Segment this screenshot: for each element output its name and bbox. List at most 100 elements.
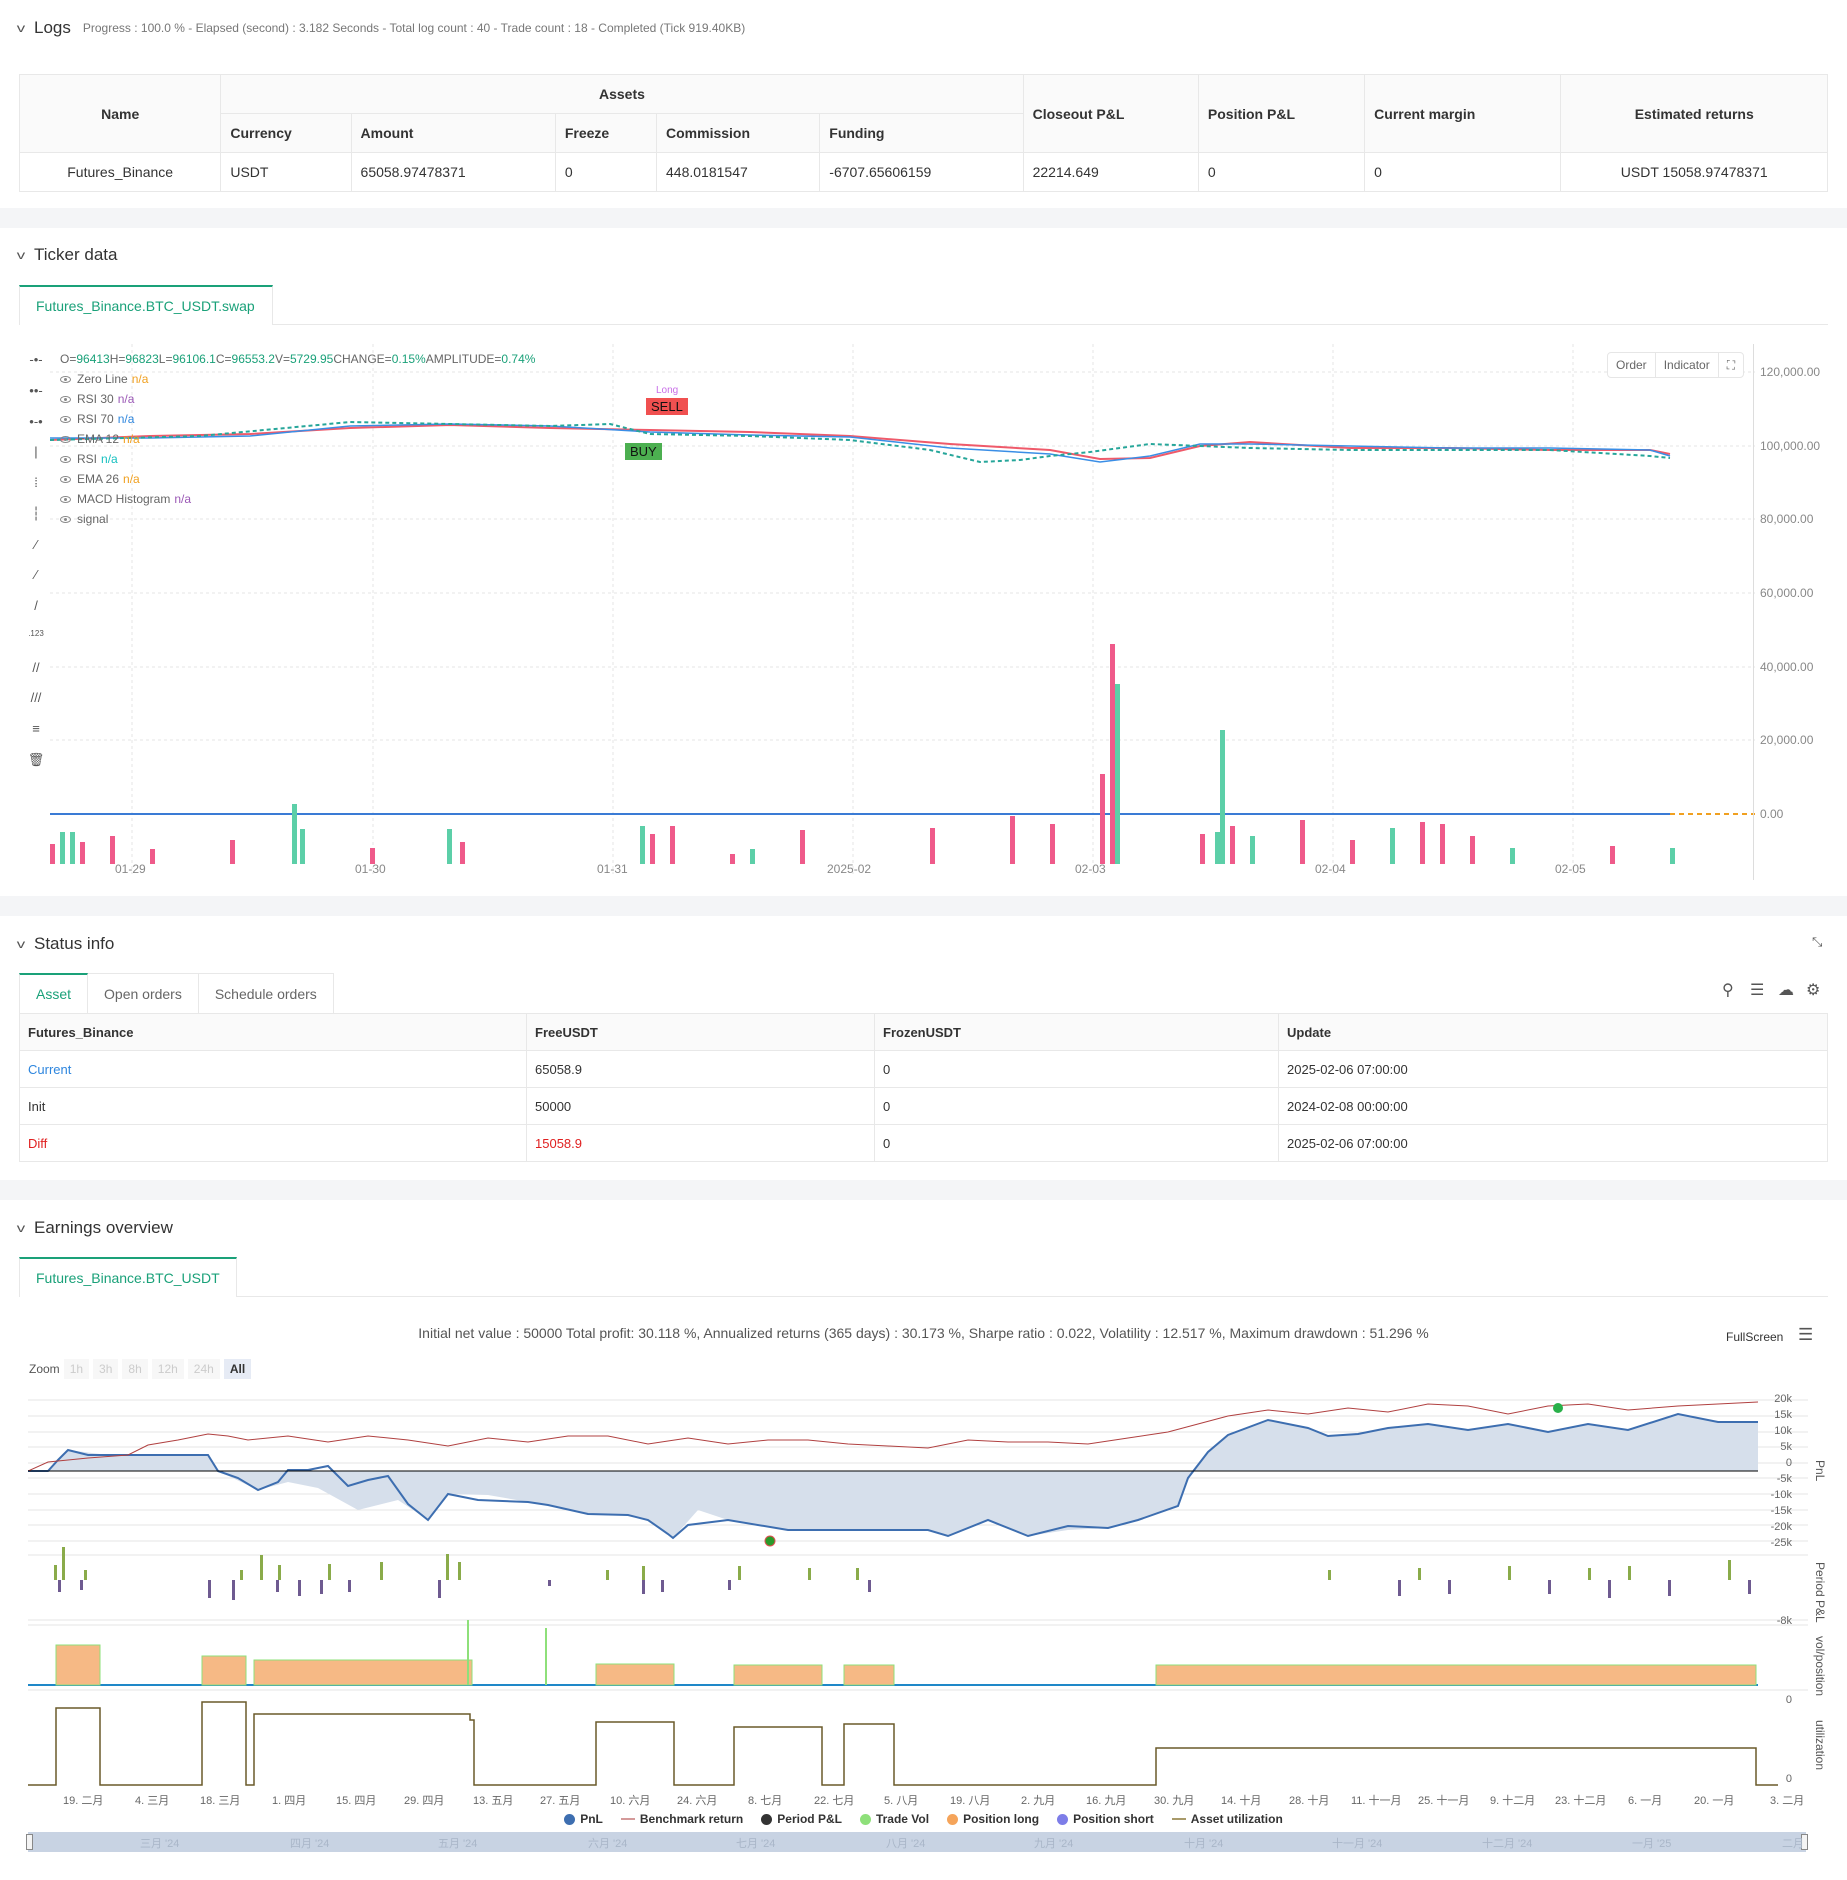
navigator-right-handle[interactable] bbox=[1801, 1834, 1808, 1850]
chevron-down-icon[interactable]: v bbox=[16, 21, 26, 35]
zoom-12h-button[interactable]: 12h bbox=[151, 1359, 184, 1379]
horizontal-ray-tool-icon[interactable]: ••- bbox=[29, 383, 43, 398]
high-label: H= bbox=[109, 352, 126, 366]
tab-earnings-symbol[interactable]: Futures_Binance.BTC_USDT bbox=[19, 1257, 237, 1297]
legend-position-short[interactable]: Position short bbox=[1057, 1812, 1154, 1826]
menu-icon[interactable]: ☰ bbox=[1750, 982, 1765, 999]
row-label-current[interactable]: Current bbox=[19, 1050, 527, 1088]
legend-ema-26[interactable]: EMA 26 n/a bbox=[60, 472, 140, 486]
candlestick-chart[interactable] bbox=[50, 344, 1760, 874]
ticker-header[interactable]: v Ticker data bbox=[16, 245, 118, 265]
tab-open-orders[interactable]: Open orders bbox=[88, 973, 199, 1013]
parallel-channel-tool-icon[interactable]: // bbox=[32, 660, 40, 675]
legend-label: RSI 30 bbox=[77, 392, 114, 406]
horizontal-line-tool-icon[interactable]: -•- bbox=[29, 352, 43, 367]
navigator-left-handle[interactable] bbox=[26, 1834, 33, 1850]
pnl-tick: -25k bbox=[1770, 1537, 1792, 1549]
legend-rsi[interactable]: RSI n/a bbox=[60, 452, 118, 466]
ray-tool-icon[interactable]: ⁄ bbox=[34, 567, 38, 582]
tab-schedule-orders[interactable]: Schedule orders bbox=[198, 973, 334, 1013]
legend-period-pnl[interactable]: Period P&L bbox=[761, 1812, 842, 1826]
cell-name: Futures_Binance bbox=[18, 152, 222, 192]
eye-icon[interactable] bbox=[60, 515, 71, 523]
table-row: Init 50000 0 2024-02-08 00:00:00 bbox=[19, 1087, 1828, 1125]
indicator-button[interactable]: Indicator bbox=[1656, 353, 1719, 377]
earnings-header[interactable]: v Earnings overview bbox=[16, 1218, 173, 1238]
dot-icon bbox=[859, 1813, 871, 1825]
legend-position-long[interactable]: Position long bbox=[947, 1812, 1039, 1826]
legend-trade-vol[interactable]: Trade Vol bbox=[859, 1812, 930, 1826]
zoom-all-button[interactable]: All bbox=[223, 1359, 252, 1379]
zoom-label: Zoom bbox=[29, 1362, 60, 1376]
legend-ema-12[interactable]: EMA 12 n/a bbox=[60, 432, 140, 446]
amplitude-label: AMPLITUDE= bbox=[425, 352, 502, 366]
hamburger-menu-icon[interactable]: ☰ bbox=[1798, 1325, 1814, 1344]
legend-asset-utilization[interactable]: Asset utilization bbox=[1171, 1812, 1283, 1826]
vertical-segment-tool-icon[interactable]: ┆ bbox=[32, 506, 40, 521]
vertical-line-tool-icon[interactable]: | bbox=[34, 444, 38, 459]
navigator-label: 十二月 '24 bbox=[1482, 1838, 1533, 1850]
horizontal-segment-tool-icon[interactable]: •-• bbox=[29, 414, 43, 429]
assets-table: Name Assets Closeout P&L Position P&L Cu… bbox=[18, 74, 1828, 192]
zoom-3h-button[interactable]: 3h bbox=[93, 1359, 119, 1379]
search-icon[interactable]: ⚲ bbox=[1722, 982, 1734, 999]
fullscreen-icon[interactable]: ⛶ bbox=[1726, 358, 1736, 372]
zoom-1h-button[interactable]: 1h bbox=[63, 1359, 90, 1379]
pitchfork-tool-icon[interactable]: /// bbox=[30, 690, 42, 705]
legend-label: EMA 26 bbox=[77, 472, 120, 486]
fib-retracement-tool-icon[interactable]: ≡ bbox=[32, 721, 40, 736]
x-tick: 28. 十月 bbox=[1289, 1795, 1330, 1807]
legend-label: Trade Vol bbox=[875, 1812, 930, 1826]
x-tick: 8. 七月 bbox=[748, 1795, 783, 1807]
legend-rsi-30[interactable]: RSI 30 n/a bbox=[60, 392, 134, 406]
row-label-init: Init bbox=[19, 1087, 527, 1125]
chevron-down-icon[interactable]: v bbox=[16, 1221, 26, 1235]
y-tick: 120,000.00 bbox=[1760, 365, 1821, 379]
ticker-panel: v Ticker data Futures_Binance.BTC_USDT.s… bbox=[0, 228, 1847, 896]
cloud-download-icon[interactable]: ☁ bbox=[1778, 982, 1794, 999]
segment-tool-icon[interactable]: / bbox=[34, 598, 38, 613]
x-tick: 29. 四月 bbox=[404, 1795, 445, 1807]
eye-icon[interactable] bbox=[60, 435, 71, 443]
x-tick: 25. 十一月 bbox=[1418, 1795, 1470, 1807]
legend-value: n/a bbox=[101, 452, 118, 466]
price-label-tool-icon[interactable]: .123 bbox=[28, 629, 44, 638]
trend-line-tool-icon[interactable]: ⁄ bbox=[34, 537, 38, 552]
earnings-chart[interactable] bbox=[28, 1390, 1808, 1790]
legend-zero-line[interactable]: Zero Line n/a bbox=[60, 372, 148, 386]
logs-header[interactable]: v Logs Progress : 100.0 % - Elapsed (sec… bbox=[16, 18, 745, 38]
fullscreen-button[interactable]: FullScreen bbox=[1726, 1330, 1784, 1344]
eye-icon[interactable] bbox=[60, 375, 71, 383]
eye-icon[interactable] bbox=[60, 395, 71, 403]
legend-signal[interactable]: signal bbox=[60, 512, 108, 526]
status-header[interactable]: v Status info bbox=[16, 934, 115, 954]
tab-ticker-symbol[interactable]: Futures_Binance.BTC_USDT.swap bbox=[19, 285, 273, 325]
chevron-down-icon[interactable]: v bbox=[16, 937, 26, 951]
eye-icon[interactable] bbox=[60, 455, 71, 463]
th-update: Update bbox=[1278, 1013, 1828, 1051]
eye-icon[interactable] bbox=[60, 495, 71, 503]
x-tick: 4. 三月 bbox=[135, 1795, 170, 1807]
tab-asset[interactable]: Asset bbox=[19, 973, 89, 1013]
order-button[interactable]: Order bbox=[1608, 353, 1656, 377]
chevron-down-icon[interactable]: v bbox=[16, 248, 26, 262]
dot-icon bbox=[564, 1813, 576, 1825]
legend-benchmark[interactable]: Benchmark return bbox=[620, 1812, 743, 1826]
trash-icon[interactable]: 🗑 bbox=[27, 752, 45, 767]
cell-margin: 0 bbox=[1364, 152, 1562, 192]
zoom-24h-button[interactable]: 24h bbox=[187, 1359, 220, 1379]
gear-icon[interactable]: ⚙ bbox=[1806, 982, 1821, 999]
pnl-tick: -15k bbox=[1770, 1505, 1792, 1517]
y-tick: 80,000.00 bbox=[1760, 512, 1814, 526]
eye-icon[interactable] bbox=[60, 415, 71, 423]
legend-rsi-70[interactable]: RSI 70 n/a bbox=[60, 412, 134, 426]
legend-pnl[interactable]: PnL bbox=[564, 1812, 603, 1826]
range-navigator[interactable]: 三月 '24 四月 '24 五月 '24 六月 '24 七月 '24 八月 '2… bbox=[26, 1832, 1808, 1852]
close-value: 96553.2 bbox=[231, 352, 275, 366]
navigator-label: 九月 '24 bbox=[1034, 1838, 1074, 1850]
eye-icon[interactable] bbox=[60, 475, 71, 483]
collapse-icon[interactable]: ⤡ bbox=[1812, 934, 1823, 949]
vertical-ray-tool-icon[interactable]: ⁞ bbox=[34, 475, 38, 490]
legend-macd-histogram[interactable]: MACD Histogram n/a bbox=[60, 492, 191, 506]
zoom-8h-button[interactable]: 8h bbox=[122, 1359, 148, 1379]
